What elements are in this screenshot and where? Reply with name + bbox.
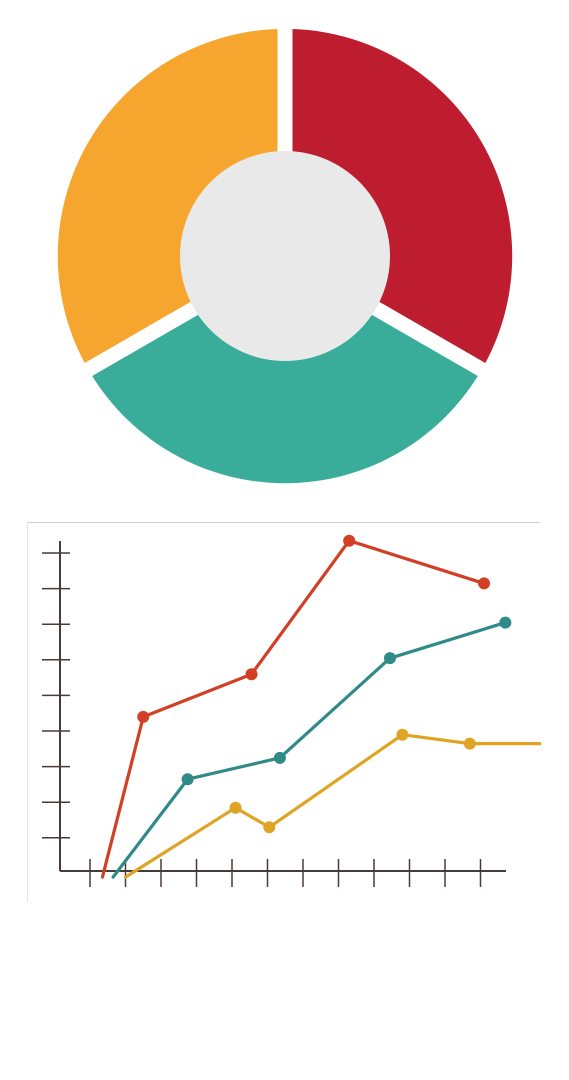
donut-chart — [57, 29, 513, 484]
data-point — [396, 728, 409, 741]
data-point — [229, 801, 242, 814]
series-line-2 — [123, 733, 541, 879]
data-point — [478, 577, 491, 590]
data-point — [463, 737, 476, 750]
data-point — [343, 534, 356, 547]
data-point — [273, 751, 286, 764]
data-point — [263, 821, 276, 834]
series-line-0 — [100, 539, 486, 879]
line-chart-panel — [27, 522, 541, 902]
pie-slice-1 — [92, 292, 478, 484]
data-point — [383, 652, 396, 665]
data-point — [181, 773, 194, 786]
donut-center — [180, 151, 390, 361]
line-chart — [42, 534, 541, 887]
data-point — [137, 710, 150, 723]
data-point — [499, 616, 512, 629]
data-point — [245, 668, 258, 681]
series-line-1 — [111, 620, 507, 879]
